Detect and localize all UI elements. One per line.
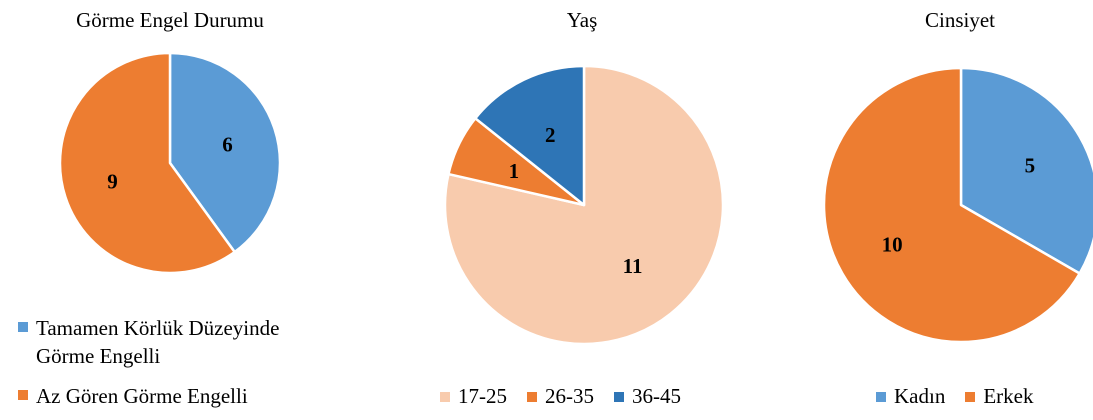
legend: 17-25 26-35 36-45: [440, 384, 681, 409]
legend-item-26-35: 26-35: [527, 384, 594, 409]
legend-item-kadin: Kadın: [876, 384, 945, 409]
pie-chart: 69: [58, 51, 282, 275]
data-label-erkek: 10: [882, 233, 903, 257]
legend-swatch: [18, 390, 28, 400]
pie-slice-az-g-ren-g-rme-engelli: [58, 51, 236, 275]
legend-label-line: Görme Engelli: [36, 344, 161, 368]
data-label-kad-n: 5: [1025, 153, 1036, 177]
pie-chart: 5 10: [822, 66, 1093, 344]
legend-label: Az Gören Görme Engelli: [36, 384, 248, 408]
pie-slice-erkek: [822, 66, 1081, 344]
pie-slice-17-25: [443, 64, 725, 346]
data-label-tamamen-k-rl-k-d-zeyinde-g-rme-engelli: 6: [222, 132, 233, 156]
legend-swatch: [965, 391, 976, 402]
legend-item-az-goren: Az Gören Görme Engelli: [18, 382, 279, 410]
legend-item-erkek: Erkek: [965, 384, 1033, 409]
legend-label: 26-35: [545, 384, 594, 408]
legend-swatch: [614, 391, 624, 402]
chart-cinsiyet: Cinsiyet 5 10 Kadın Erkek: [800, 0, 1093, 420]
legend-item-17-25: 17-25: [440, 384, 507, 409]
chart-title: Cinsiyet: [924, 8, 996, 32]
pie-slice-36-45: [474, 64, 586, 207]
chart-yas: Yaş 11 1 2 17-25 26-35 36-45: [400, 0, 760, 420]
legend: Kadın Erkek: [876, 384, 1033, 409]
data-label-26-35: 1: [509, 159, 520, 183]
chart-title: Görme Engel Durumu: [76, 8, 264, 32]
legend-item-36-45: 36-45: [614, 384, 681, 409]
legend-item-tamamen-korluk: Tamamen Körlük Düzeyinde Görme Engelli: [18, 314, 279, 370]
legend: Tamamen Körlük Düzeyinde Görme Engelli A…: [18, 314, 279, 410]
legend-label: Erkek: [983, 384, 1034, 408]
legend-swatch: [440, 391, 450, 402]
legend-swatch: [876, 391, 886, 402]
legend-label: Tamamen Körlük Düzeyinde Görme Engelli: [36, 314, 279, 370]
legend-label-line: Tamamen Körlük Düzeyinde: [36, 316, 280, 340]
chart-title: Yaş: [566, 8, 598, 32]
pie-slice-tamamen-k-rl-k-d-zeyinde-g-rme-engelli: [168, 51, 282, 254]
data-label-az-g-ren-g-rme-engelli: 9: [107, 170, 118, 194]
legend-swatch: [527, 391, 537, 402]
legend-label: 36-45: [632, 384, 681, 408]
legend-label: Kadın: [894, 384, 946, 408]
pie-slice-kad-n: [959, 66, 1093, 275]
data-label-36-45: 2: [545, 123, 556, 147]
data-label-17-25: 11: [623, 254, 643, 278]
legend-label: 17-25: [458, 384, 507, 408]
legend-swatch: [18, 322, 28, 332]
